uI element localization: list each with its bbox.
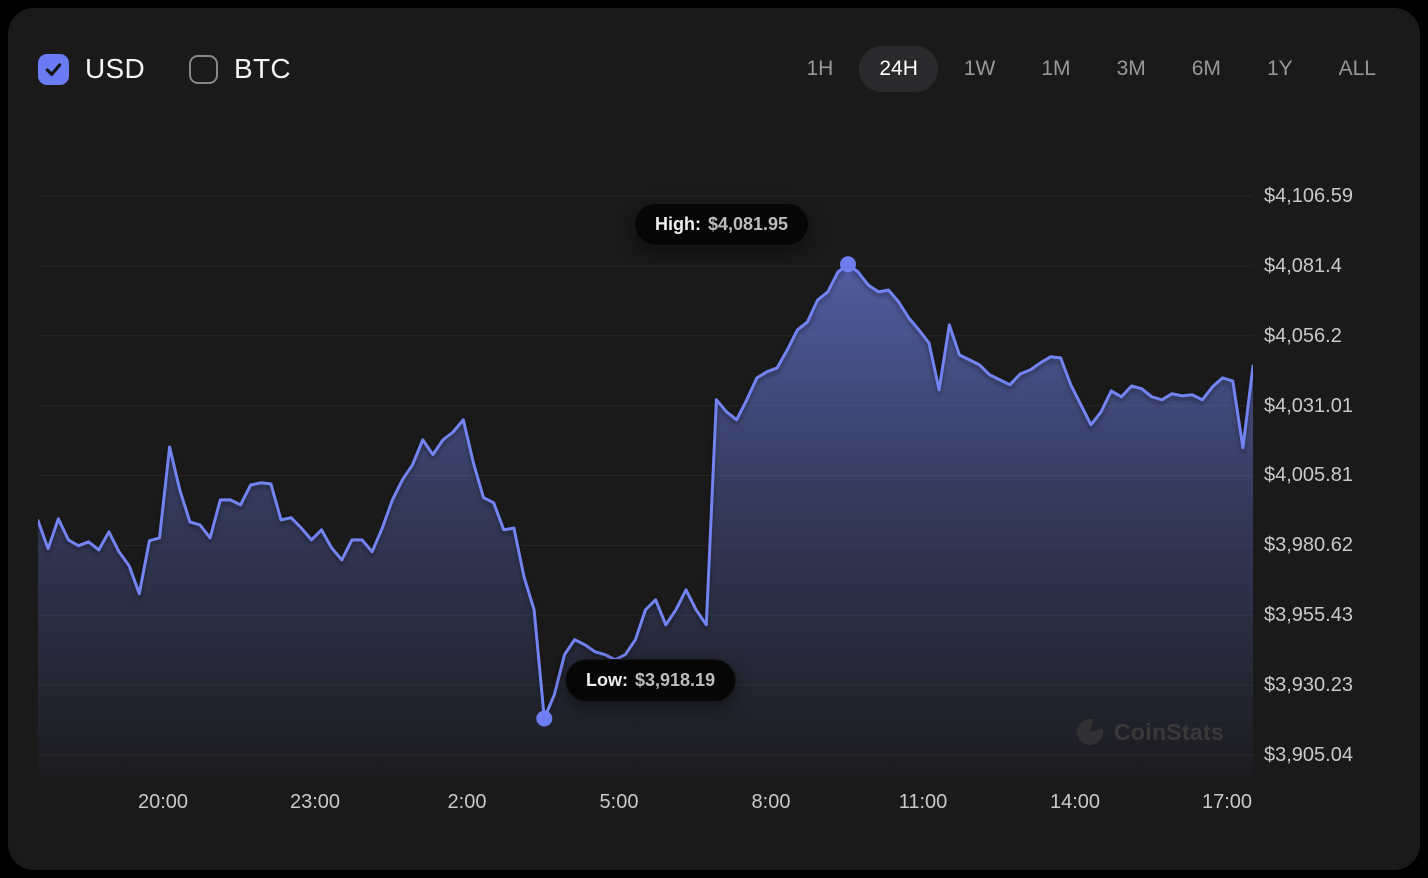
y-axis-label: $3,955.43 <box>1264 604 1353 626</box>
tab-1h[interactable]: 1H <box>806 57 834 80</box>
low-tooltip-label: Low: <box>586 670 628 690</box>
x-axis-label: 17:00 <box>1201 791 1253 813</box>
usd-toggle[interactable]: USD <box>38 53 145 85</box>
extreme-point-marker <box>536 710 553 727</box>
x-axis-label: 23:00 <box>289 791 341 813</box>
x-axis-label: 20:00 <box>137 791 189 813</box>
x-axis-label: 5:00 <box>599 791 639 813</box>
x-axis-label: 14:00 <box>1049 791 1101 813</box>
y-axis-label: $4,056.2 <box>1264 325 1342 347</box>
x-axis-label: 8:00 <box>751 791 791 813</box>
price-line <box>38 262 1253 720</box>
price-chart[interactable] <box>38 170 1253 775</box>
extreme-point-marker <box>840 256 856 273</box>
price-area-fill <box>38 264 1253 775</box>
checkmark-icon <box>45 62 62 76</box>
btc-checkbox[interactable] <box>189 54 219 84</box>
y-axis-label: $3,980.62 <box>1264 534 1353 556</box>
low-tooltip-value: $3,918.19 <box>635 670 716 690</box>
watermark-text: CoinStats <box>1114 718 1225 745</box>
high-tooltip-value: $4,081.95 <box>707 214 789 234</box>
tab-all[interactable]: ALL <box>1338 57 1376 80</box>
chart-header: USD BTC 1H 24H 1W 1M 3M 6M 1Y ALL <box>38 44 1396 94</box>
chart-card: USD BTC 1H 24H 1W 1M 3M 6M 1Y ALL <box>8 8 1420 870</box>
coinstats-logo-icon <box>1077 719 1104 746</box>
y-axis-label: $3,930.23 <box>1264 674 1353 696</box>
tab-1y[interactable]: 1Y <box>1266 57 1293 80</box>
time-range-tabs: 1H 24H 1W 1M 3M 6M 1Y ALL <box>786 46 1396 92</box>
x-axis-label: 11:00 <box>898 791 948 813</box>
tab-3m[interactable]: 3M <box>1116 57 1146 80</box>
tab-6m[interactable]: 6M <box>1191 57 1221 80</box>
y-axis-label: $3,905.04 <box>1264 744 1353 766</box>
high-tooltip-label: High: <box>655 214 701 234</box>
tab-24h[interactable]: 24H <box>859 46 938 92</box>
tab-1w[interactable]: 1W <box>963 57 996 80</box>
btc-label: BTC <box>234 53 291 84</box>
high-tooltip: High: $4,081.95 <box>634 203 810 246</box>
btc-toggle[interactable]: BTC <box>189 53 291 85</box>
low-tooltip: Low: $3,918.19 <box>565 659 737 702</box>
tab-1m[interactable]: 1M <box>1041 57 1071 80</box>
y-axis-label: $4,081.4 <box>1264 255 1342 277</box>
y-axis-label: $4,031.01 <box>1264 395 1353 417</box>
x-axis-label: 2:00 <box>447 791 487 813</box>
price-chart-area: $4,106.59 $4,081.4 $4,056.2 $4,031.01 $4… <box>8 8 1420 870</box>
coinstats-watermark: CoinStats <box>1075 717 1224 747</box>
y-axis-label: $4,106.59 <box>1264 185 1353 207</box>
usd-checkbox[interactable] <box>38 53 69 85</box>
currency-toggle-group: USD BTC <box>38 53 291 85</box>
y-axis-label: $4,005.81 <box>1264 464 1353 486</box>
usd-label: USD <box>85 53 146 84</box>
